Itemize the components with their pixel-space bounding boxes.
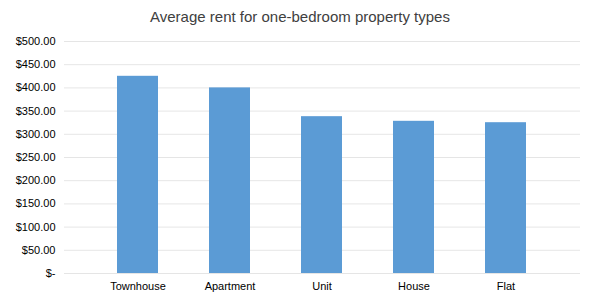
- svg-text:$100.00: $100.00: [16, 221, 56, 233]
- svg-text:$500.00: $500.00: [16, 35, 56, 47]
- svg-text:Flat: Flat: [497, 280, 515, 292]
- svg-text:$350.00: $350.00: [16, 105, 56, 117]
- svg-text:$150.00: $150.00: [16, 197, 56, 209]
- svg-text:$450.00: $450.00: [16, 58, 56, 70]
- svg-text:$250.00: $250.00: [16, 151, 56, 163]
- svg-text:Unit: Unit: [312, 280, 332, 292]
- svg-text:$200.00: $200.00: [16, 174, 56, 186]
- svg-text:$50.00: $50.00: [22, 244, 56, 256]
- svg-text:Townhouse: Townhouse: [110, 280, 166, 292]
- svg-text:$-: $-: [46, 267, 56, 279]
- svg-text:$400.00: $400.00: [16, 81, 56, 93]
- svg-text:Apartment: Apartment: [205, 280, 256, 292]
- html-text:Average rent for one-bedroom p: Average rent for one-bedroom property ty…: [150, 8, 450, 25]
- svg-text:House: House: [398, 280, 430, 292]
- svg-text:$300.00: $300.00: [16, 128, 56, 140]
